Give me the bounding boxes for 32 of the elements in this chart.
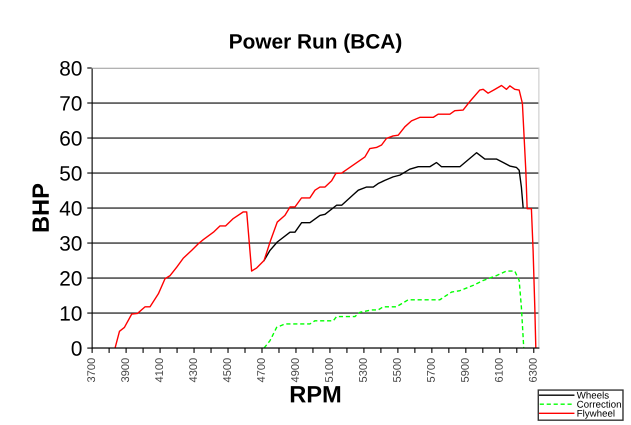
y-tick-label: 70 xyxy=(60,96,82,111)
x-tick-label: 6100 xyxy=(494,358,503,382)
x-tick-label: 4100 xyxy=(155,358,164,382)
line-series xyxy=(263,152,524,262)
legend-label: Wheels xyxy=(576,391,609,399)
chart-title: Power Run (BCA) xyxy=(230,33,402,53)
y-tick-label: 60 xyxy=(60,131,82,146)
legend-label: Flywheel xyxy=(577,410,614,419)
line-series xyxy=(263,270,524,348)
line-series xyxy=(114,84,537,348)
y-tick-label: 40 xyxy=(60,201,82,216)
x-tick-label: 3700 xyxy=(87,358,96,382)
x-tick-label: 4700 xyxy=(257,358,265,382)
x-tick-label: 4500 xyxy=(223,358,231,382)
x-tick-label: 3900 xyxy=(121,358,130,382)
x-axis-title: RPM xyxy=(290,386,340,402)
y-tick-label: 10 xyxy=(60,306,82,321)
x-tick-label: 5300 xyxy=(359,358,367,382)
y-tick-label: 0 xyxy=(72,341,82,356)
y-tick-label: 50 xyxy=(60,166,82,181)
x-tick-label: 6300 xyxy=(528,358,537,382)
legend-label: Correction xyxy=(577,400,621,408)
x-tick-label: 5500 xyxy=(393,358,401,382)
x-tick-label: 4900 xyxy=(291,358,299,382)
x-tick-label: 5100 xyxy=(325,358,333,382)
y-tick-label: 30 xyxy=(60,236,82,251)
y-tick-label: 80 xyxy=(60,61,82,76)
y-axis-title: BHP xyxy=(32,184,49,232)
x-tick-label: 5900 xyxy=(460,358,469,382)
x-tick-label: 5700 xyxy=(426,358,435,382)
x-tick-label: 4300 xyxy=(189,358,198,382)
y-tick-label: 20 xyxy=(60,271,82,286)
